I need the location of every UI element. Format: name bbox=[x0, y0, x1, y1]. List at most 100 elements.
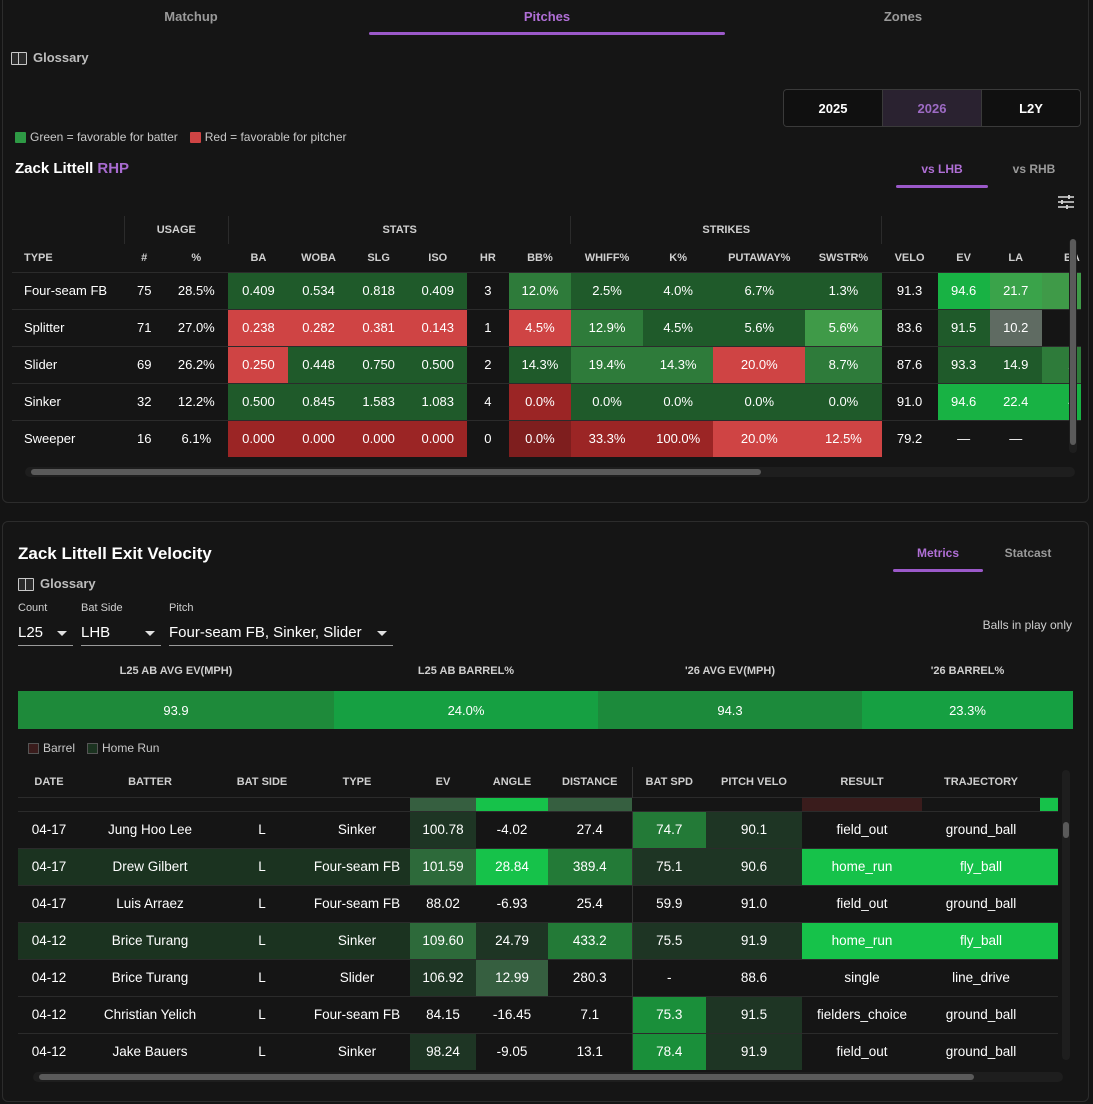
column-header[interactable]: BA bbox=[250, 251, 267, 264]
table-cell: Sinker bbox=[304, 921, 410, 959]
column-header[interactable]: DISTANCE bbox=[548, 767, 632, 797]
table-row[interactable]: 04-12 Brice Turang L Slider 106.92 12.99 280.3… bbox=[18, 958, 1058, 996]
tab-metrics[interactable]: Metrics bbox=[893, 546, 983, 572]
column-header[interactable]: # bbox=[141, 251, 148, 264]
stat-cell: 0.143 bbox=[408, 308, 467, 346]
stat-cell: 0.500 bbox=[408, 345, 467, 383]
table-row[interactable]: 04-17 Jung Hoo Lee L Sinker 100.78 -4.02 27.4 7… bbox=[18, 810, 1058, 848]
pitch-row[interactable]: Sinker 32 12.2% 0.500 0.845 1.583 1.083 4 0.0% 0.… bbox=[12, 382, 1081, 420]
scroll-thumb[interactable] bbox=[39, 1074, 974, 1080]
pitch-row[interactable]: Splitter 71 27.0% 0.238 0.282 0.381 0.143 1 4.5%… bbox=[12, 308, 1081, 346]
column-header[interactable]: VELO bbox=[894, 251, 925, 264]
stat-cell: 4.5% bbox=[508, 308, 571, 346]
tab-pitches[interactable]: Pitches bbox=[369, 7, 725, 35]
stat-cell: 14.9 bbox=[989, 345, 1042, 383]
column-header[interactable]: ISO bbox=[428, 251, 448, 264]
table-cell: 13.1 bbox=[548, 1032, 632, 1070]
table-cell: 75.1 bbox=[631, 847, 706, 885]
count-select[interactable]: L25 bbox=[18, 620, 73, 646]
column-header[interactable]: ANGLE bbox=[476, 767, 548, 797]
pitch-row[interactable]: Sweeper 16 6.1% 0.000 0.000 0.000 0.000 0 0.0% 33… bbox=[12, 419, 1081, 457]
column-header[interactable]: BAT SIDE bbox=[220, 767, 304, 797]
table-row[interactable]: 04-12 Brice Turang L Sinker 109.60 24.79 433.2… bbox=[18, 921, 1058, 959]
group-header-stats: STATS bbox=[227, 216, 571, 244]
column-header[interactable]: K% bbox=[669, 251, 688, 264]
column-header[interactable]: TRAJECTORY bbox=[922, 767, 1040, 797]
pitch-row[interactable]: Slider 69 26.2% 0.250 0.448 0.750 0.500 2 14.3% 1… bbox=[12, 345, 1081, 383]
column-header[interactable]: RESULT bbox=[802, 767, 922, 797]
column-header[interactable]: TYPE bbox=[24, 251, 53, 264]
table-cell: line_drive bbox=[922, 958, 1040, 996]
barrel-swatch bbox=[28, 742, 39, 754]
column-header[interactable]: DATE bbox=[18, 767, 80, 797]
glossary-link[interactable]: Glossary bbox=[11, 50, 89, 65]
stat-cell: 0.282 bbox=[288, 308, 349, 346]
column-header[interactable]: BATTER bbox=[80, 767, 220, 797]
tab-zones[interactable]: Zones bbox=[883, 9, 923, 24]
table-cell: -16.45 bbox=[476, 995, 548, 1033]
ev-legend: Barrel Home Run bbox=[28, 741, 159, 755]
stat-cell: 0.000 bbox=[288, 419, 349, 457]
stat-cell: 91.0 bbox=[881, 382, 938, 420]
table-cell: L bbox=[220, 884, 304, 922]
column-header[interactable]: EV bbox=[956, 251, 971, 264]
column-header[interactable]: BB% bbox=[527, 251, 553, 264]
table-row[interactable] bbox=[18, 796, 1058, 811]
column-header[interactable]: PUTAWAY% bbox=[728, 251, 791, 264]
table-cell: 27.4 bbox=[548, 810, 632, 848]
column-header[interactable]: PITCH VELO bbox=[706, 767, 802, 797]
column-header[interactable]: WOBA bbox=[301, 251, 336, 264]
pitch-row[interactable]: Four-seam FB 75 28.5% 0.409 0.534 0.818 0.409 3… bbox=[12, 271, 1081, 309]
pitch-select[interactable]: Four-seam FB, Sinker, Slider bbox=[169, 620, 393, 646]
table-cell: field_out bbox=[802, 810, 922, 848]
column-header[interactable]: EV bbox=[410, 767, 476, 797]
column-header[interactable]: WHIFF% bbox=[584, 251, 630, 264]
batted-ball-hscroll[interactable] bbox=[33, 1072, 1063, 1082]
main-tabs: Matchup Pitches Zones bbox=[13, 1, 1083, 35]
column-header[interactable]: SLG bbox=[367, 251, 390, 264]
scroll-thumb[interactable] bbox=[1063, 822, 1069, 838]
table-row[interactable]: 04-17 Luis Arraez L Four-seam FB 88.02 -6.93 2… bbox=[18, 884, 1058, 922]
stat-cell: 0.250 bbox=[228, 345, 289, 383]
column-header[interactable]: SWSTR% bbox=[818, 251, 869, 264]
column-header[interactable]: % bbox=[191, 251, 202, 264]
group-header-empty bbox=[12, 216, 124, 244]
summary-header: L25 AB BARREL% bbox=[417, 665, 515, 677]
table-cell: 75.3 bbox=[631, 995, 706, 1033]
summary-value: 23.3% bbox=[862, 691, 1073, 729]
batted-ball-vscroll[interactable] bbox=[1062, 770, 1070, 1060]
season-2026-button[interactable]: 2026 bbox=[883, 90, 982, 126]
bat-side-value: LHB bbox=[81, 624, 111, 641]
column-header[interactable]: TYPE bbox=[304, 767, 410, 797]
column-header[interactable]: BAT SPD bbox=[631, 767, 706, 797]
tab-vs-lhb[interactable]: vs LHB bbox=[896, 162, 988, 188]
stat-cell: 16 bbox=[124, 419, 165, 457]
table-cell: 280.3 bbox=[548, 958, 632, 996]
column-header[interactable]: HR bbox=[479, 251, 496, 264]
pitch-table-vscroll[interactable] bbox=[1069, 239, 1077, 453]
bat-side-select[interactable]: LHB bbox=[81, 620, 161, 646]
summary-value: 24.0% bbox=[334, 691, 598, 729]
scroll-thumb[interactable] bbox=[31, 469, 761, 475]
stat-cell: 0.845 bbox=[288, 382, 349, 420]
table-row[interactable]: 04-17 Drew Gilbert L Four-seam FB 101.59 28.8… bbox=[18, 847, 1058, 885]
table-cell: - bbox=[631, 958, 706, 996]
scroll-thumb[interactable] bbox=[1070, 239, 1076, 445]
table-cell: 75.5 bbox=[631, 921, 706, 959]
tab-matchup[interactable]: Matchup bbox=[164, 9, 218, 24]
table-cell: L bbox=[220, 810, 304, 848]
table-row[interactable]: 04-12 Christian Yelich L Four-seam FB 84.15-… bbox=[18, 995, 1058, 1033]
legend-home-run-label: Home Run bbox=[102, 741, 160, 755]
season-2025-button[interactable]: 2025 bbox=[784, 90, 883, 126]
table-cell: 84.15 bbox=[410, 995, 476, 1033]
column-header[interactable]: LA bbox=[1008, 251, 1024, 264]
table-row[interactable]: 04-12 Jake Bauers L Sinker 98.24 -9.05 13.1 78.… bbox=[18, 1032, 1058, 1070]
tab-vs-rhb[interactable]: vs RHB bbox=[1012, 162, 1056, 176]
exit-velocity-panel: Zack Littell Exit Velocity Metrics Statc… bbox=[2, 521, 1089, 1102]
stat-cell: 94.6 bbox=[937, 382, 990, 420]
season-l2y-button[interactable]: L2Y bbox=[982, 90, 1080, 126]
glossary-link[interactable]: Glossary bbox=[18, 576, 96, 591]
tab-statcast[interactable]: Statcast bbox=[1004, 546, 1052, 560]
pitch-table-hscroll[interactable] bbox=[25, 467, 1075, 477]
filter-settings-icon[interactable] bbox=[1058, 195, 1074, 209]
